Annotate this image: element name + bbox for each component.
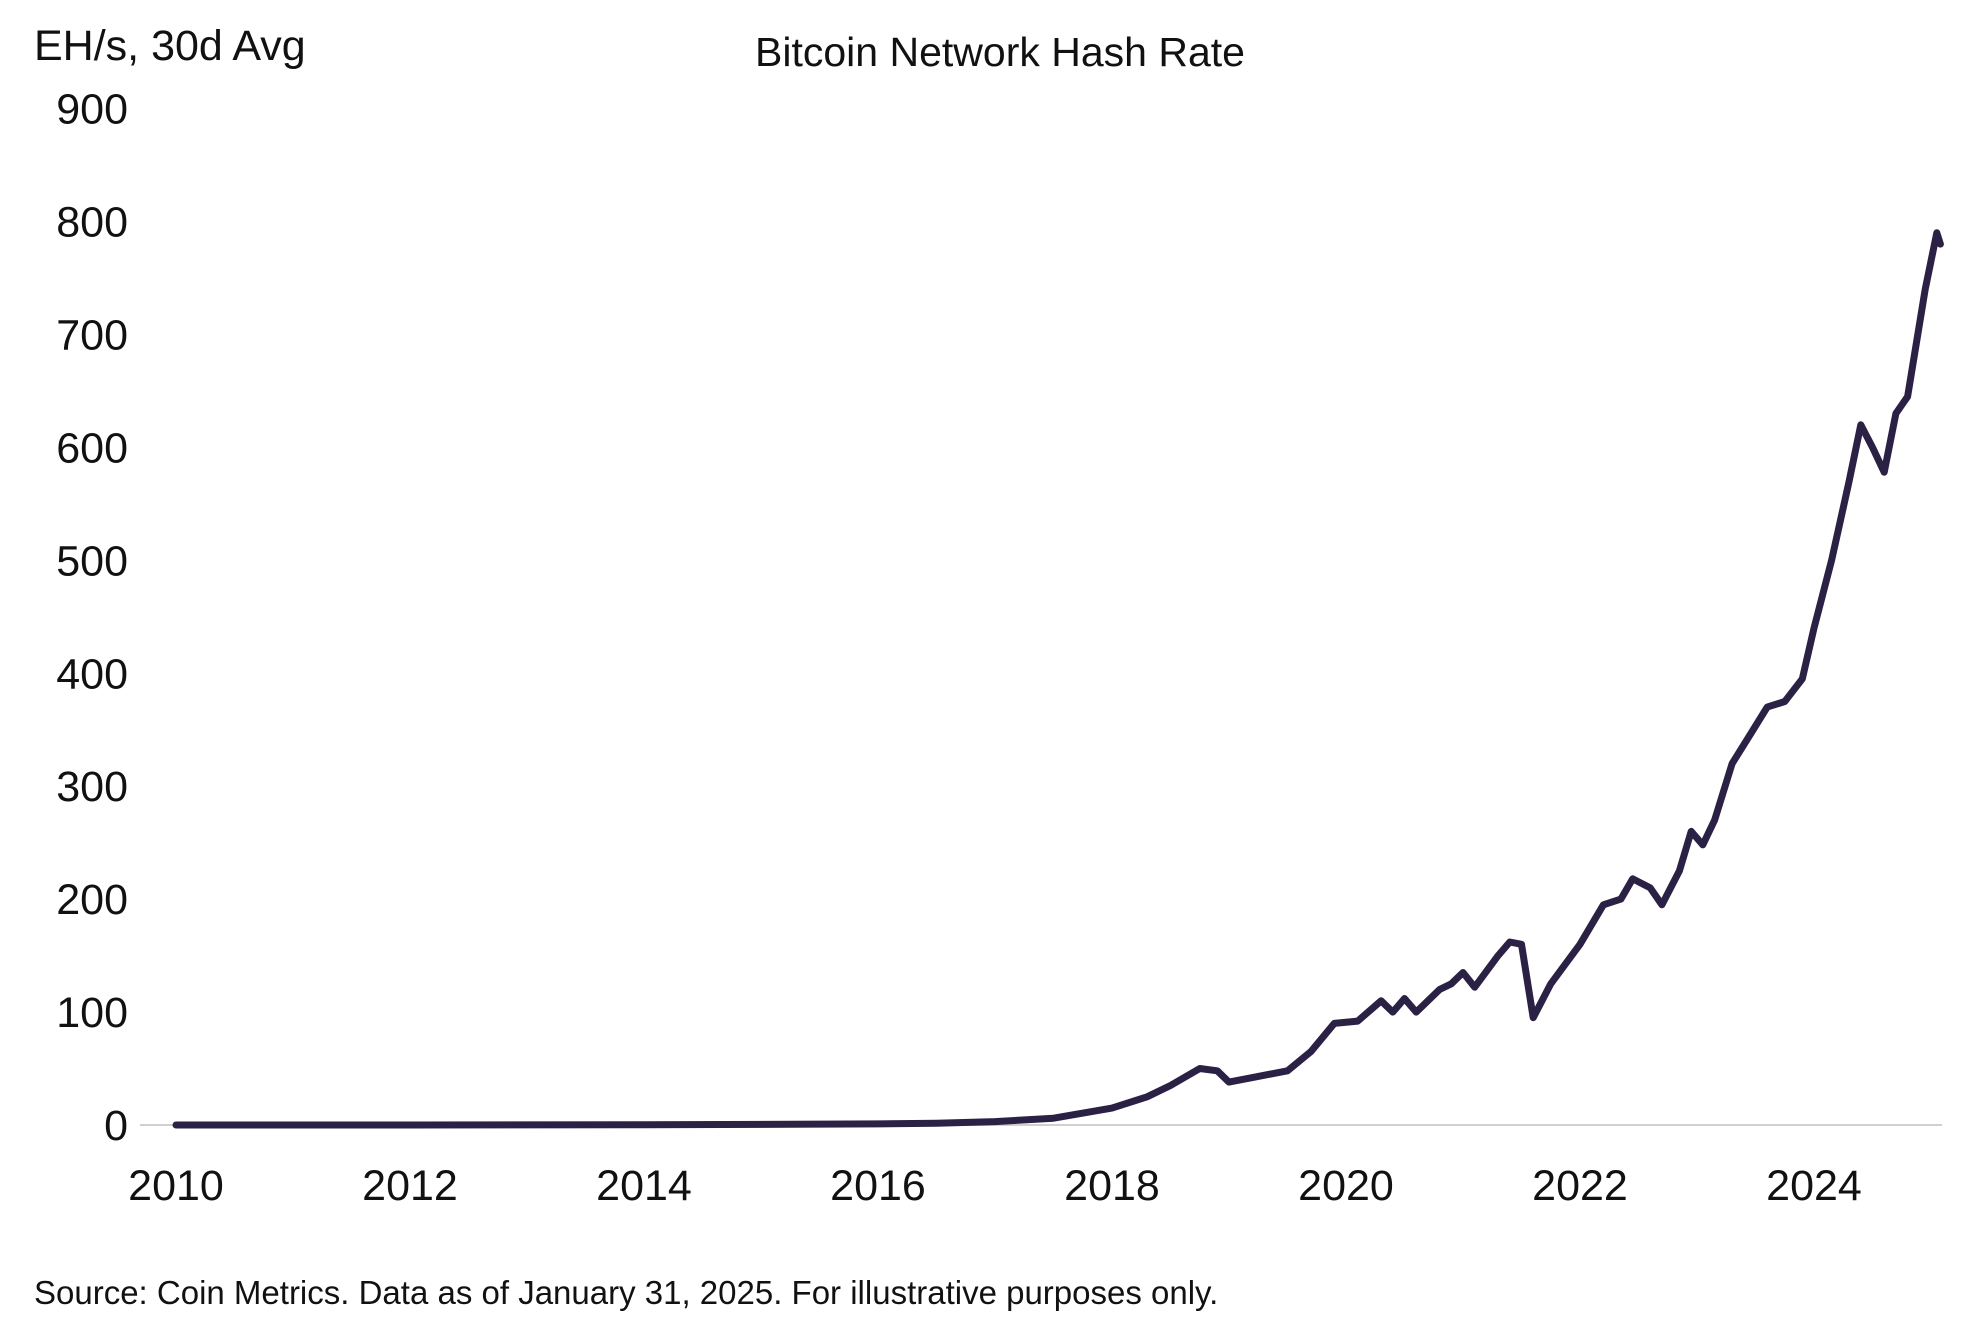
x-tick-label: 2016 bbox=[830, 1162, 926, 1210]
x-tick-label: 2022 bbox=[1532, 1162, 1628, 1210]
series-line bbox=[172, 229, 1944, 1129]
x-tick-label: 2012 bbox=[362, 1162, 458, 1210]
y-tick-label: 400 bbox=[56, 650, 128, 698]
y-tick-label: 600 bbox=[56, 424, 128, 472]
y-tick-label: 800 bbox=[56, 199, 128, 247]
y-axis-label: EH/s, 30d Avg bbox=[34, 22, 306, 70]
y-tick-label: 200 bbox=[56, 876, 128, 924]
y-tick-label: 500 bbox=[56, 537, 128, 585]
source-note: Source: Coin Metrics. Data as of January… bbox=[34, 1274, 1218, 1311]
y-tick-label: 0 bbox=[104, 1102, 128, 1150]
x-tick-label: 2010 bbox=[128, 1162, 224, 1210]
chart-title: Bitcoin Network Hash Rate bbox=[755, 29, 1245, 75]
y-tick-label: 700 bbox=[56, 311, 128, 359]
y-tick-label: 100 bbox=[56, 989, 128, 1037]
y-tick-label: 300 bbox=[56, 763, 128, 811]
x-tick-label: 2020 bbox=[1298, 1162, 1394, 1210]
x-tick-label: 2018 bbox=[1064, 1162, 1160, 1210]
y-tick-label: 900 bbox=[56, 86, 128, 134]
x-tick-label: 2014 bbox=[596, 1162, 692, 1210]
x-tick-label: 2024 bbox=[1766, 1162, 1862, 1210]
